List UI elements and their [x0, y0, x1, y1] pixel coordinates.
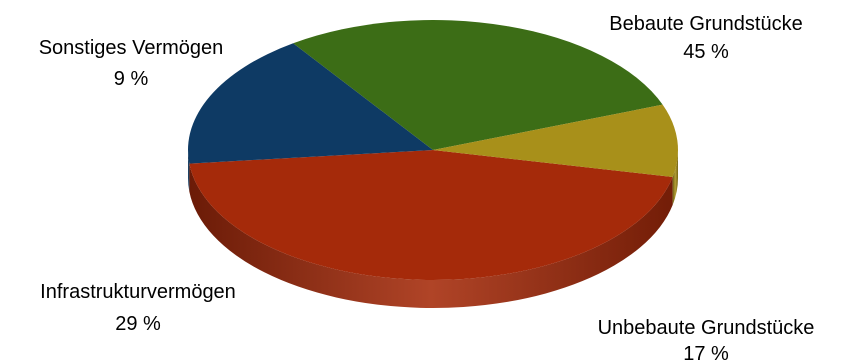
pie-sides: [188, 150, 678, 309]
pie-slice-sonstiges-vermoegen: [433, 104, 678, 178]
pie-label-value: 45 %: [683, 41, 729, 63]
pie-labels: Bebaute Grundstücke 45 % Unbebaute Grundst…: [39, 13, 815, 363]
pie-side-bebaute-grundstuecke: [189, 163, 673, 309]
pie-label-value: 9 %: [114, 68, 149, 90]
pie-label-unbebaute-grundstuecke: Unbebaute Grundstücke 17 %: [598, 317, 815, 363]
pie-label-name: Sonstiges Vermögen: [39, 37, 224, 59]
pie-slice-infrastrukturvermoegen: [293, 20, 663, 151]
pie-tops: [187, 20, 678, 281]
pie-side-sonstiges-vermoegen: [672, 150, 678, 206]
pie-label-name: Infrastrukturvermögen: [40, 281, 236, 303]
pie-label-sonstiges-vermoegen: Sonstiges Vermögen 9 %: [39, 37, 224, 90]
pie-label-infrastrukturvermoegen: Infrastrukturvermögen 29 %: [40, 281, 236, 335]
pie-side-unbebaute-grundstuecke: [188, 150, 190, 192]
pie-label-value: 17 %: [683, 343, 729, 363]
pie-slice-unbebaute-grundstuecke: [187, 43, 433, 164]
pie-label-bebaute-grundstuecke: Bebaute Grundstücke 45 %: [609, 13, 802, 63]
pie-slice-bebaute-grundstuecke: [189, 150, 673, 281]
pie-label-name: Bebaute Grundstücke: [609, 13, 802, 35]
pie-label-value: 29 %: [115, 313, 161, 335]
pie-label-name: Unbebaute Grundstücke: [598, 317, 815, 339]
